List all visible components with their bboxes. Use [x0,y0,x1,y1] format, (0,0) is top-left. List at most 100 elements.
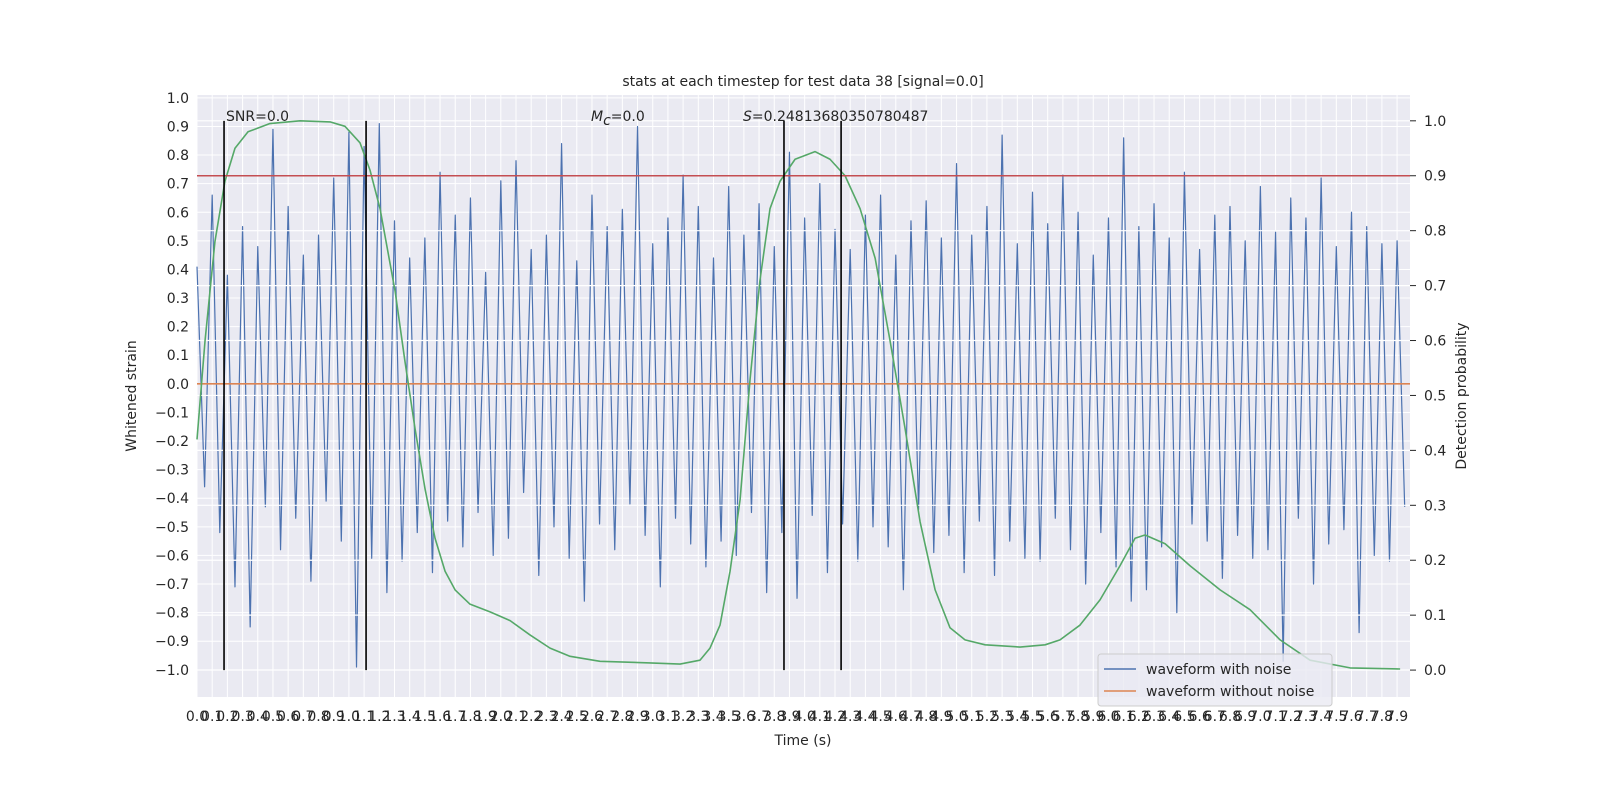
x-tick-label: 7.8 [1371,709,1393,725]
x-tick-label: 1.3 [383,709,405,725]
y-tick-label: −0.5 [155,520,189,536]
x-tick-label: 1.0 [338,709,360,725]
y2-tick-label: 0.2 [1424,553,1446,569]
y2-tick-label: 1.0 [1424,114,1446,130]
x-tick-label: 2.2 [520,709,542,725]
annotation-text: =0.24813680350780487 [752,109,929,125]
x-tick-label: 1.5 [414,709,436,725]
legend-label: waveform with noise [1146,662,1291,678]
x-tick-label: 3.7 [748,709,770,725]
legend-box [1097,653,1333,707]
x-tick-label: 7.6 [1340,709,1362,725]
x-tick-label: 3.6 [733,709,755,725]
y2-tick-label: 0.7 [1424,279,1446,295]
x-axis-label: Time (s) [774,733,832,749]
x-tick-label: 2.6 [581,709,603,725]
annotation-symbol: S [743,109,752,125]
x-tick-label: 4.6 [885,709,907,725]
x-tick-label: 2.1 [505,709,527,725]
x-tick-label: 2.8 [611,709,633,725]
x-tick-label: 6.3 [1143,709,1165,725]
y-tick-label: −1.0 [155,663,189,679]
x-tick-label: 0.6 [277,709,299,725]
x-tick-label: 6.6 [1188,709,1210,725]
x-tick-label: 1.4 [399,709,421,725]
x-tick-label: 6.4 [1158,709,1180,725]
annotation: S=0.24813680350780487 [743,109,928,125]
x-tick-label: 4.0 [794,709,816,725]
series-line [196,120,1401,670]
chart-title: stats at each timestep for test data 38 … [622,74,983,90]
x-tick-label: 1.9 [474,709,496,725]
x-tick-label: 5.2 [976,709,998,725]
x-tick-label: 4.3 [839,709,861,725]
y-tick-label: −0.8 [155,606,189,622]
y-tick-label: 0.8 [167,148,189,164]
y-tick-label: 0.4 [167,262,189,278]
x-tick-label: 7.2 [1280,709,1302,725]
x-tick-label: 2.3 [535,709,557,725]
x-tick-label: 3.1 [657,709,679,725]
x-tick-label: 5.7 [1052,709,1074,725]
y-tick-label: 0.5 [167,234,189,250]
x-tick-label: 6.2 [1128,709,1150,725]
x-tick-label: 3.8 [763,709,785,725]
annotation-text: SNR=0.0 [226,109,289,125]
x-tick-label: 0.5 [262,709,284,725]
x-tick-label: 0.7 [292,709,314,725]
annotation-symbol: M [591,109,603,125]
x-tick-label: 7.1 [1264,709,1286,725]
y-tick-label: 0.9 [167,119,189,135]
y-tick-label: −0.4 [155,491,189,507]
legend-label: waveform without noise [1146,684,1314,700]
y2-tick-label: 0.9 [1424,169,1446,185]
x-tick-label: 0.0 [186,709,208,725]
y-axis-label: Whitened strain [124,340,140,451]
x-tick-label: 3.5 [718,709,740,725]
y2-tick-label: 0.0 [1424,663,1446,679]
x-tick-label: 7.4 [1310,709,1332,725]
x-tick-label: 7.3 [1295,709,1317,725]
annotation: Mc=0.0 [591,109,645,129]
x-tick-label: 1.8 [459,709,481,725]
x-tick-label: 6.5 [1173,709,1195,725]
x-tick-label: 3.4 [702,709,724,725]
x-tick-label: 5.5 [1021,709,1043,725]
x-tick-label: 7.5 [1325,709,1347,725]
y2-tick-label: 0.6 [1424,334,1446,350]
x-tick-label: 4.8 [915,709,937,725]
x-tick-label: 5.9 [1082,709,1104,725]
x-tick-label: 5.0 [945,709,967,725]
x-tick-label: 2.7 [596,709,618,725]
x-tick-label: 5.8 [1067,709,1089,725]
y2-tick-label: 0.8 [1424,224,1446,240]
x-tick-label: 7.0 [1249,709,1271,725]
x-tick-label: 1.7 [444,709,466,725]
x-tick-label: 7.9 [1386,709,1408,725]
y-tick-label: −0.6 [155,548,189,564]
y-tick-label: 0.2 [167,320,189,336]
y-tick-label: 0.1 [167,348,189,364]
x-tick-label: 6.9 [1234,709,1256,725]
x-tick-label: 0.1 [201,709,223,725]
x-tick-label: 4.9 [930,709,952,725]
y-tick-label: 0.7 [167,177,189,193]
x-tick-label: 5.6 [1037,709,1059,725]
y-tick-label: −0.7 [155,577,189,593]
y-tick-label: −0.3 [155,463,189,479]
x-tick-label: 3.9 [778,709,800,725]
x-tick-label: 7.7 [1356,709,1378,725]
y-tick-label: −0.1 [155,405,189,421]
y-tick-label: 1.0 [167,91,189,107]
x-tick-label: 6.8 [1219,709,1241,725]
x-tick-label: 6.1 [1113,709,1135,725]
annotation-text: =0.0 [611,109,645,125]
x-tick-label: 4.2 [824,709,846,725]
annotation-subscript: c [603,113,611,129]
x-tick-label: 6.7 [1204,709,1226,725]
x-tick-label: 0.4 [247,709,269,725]
x-tick-label: 1.2 [368,709,390,725]
x-tick-label: 0.3 [231,709,253,725]
x-tick-label: 2.5 [566,709,588,725]
